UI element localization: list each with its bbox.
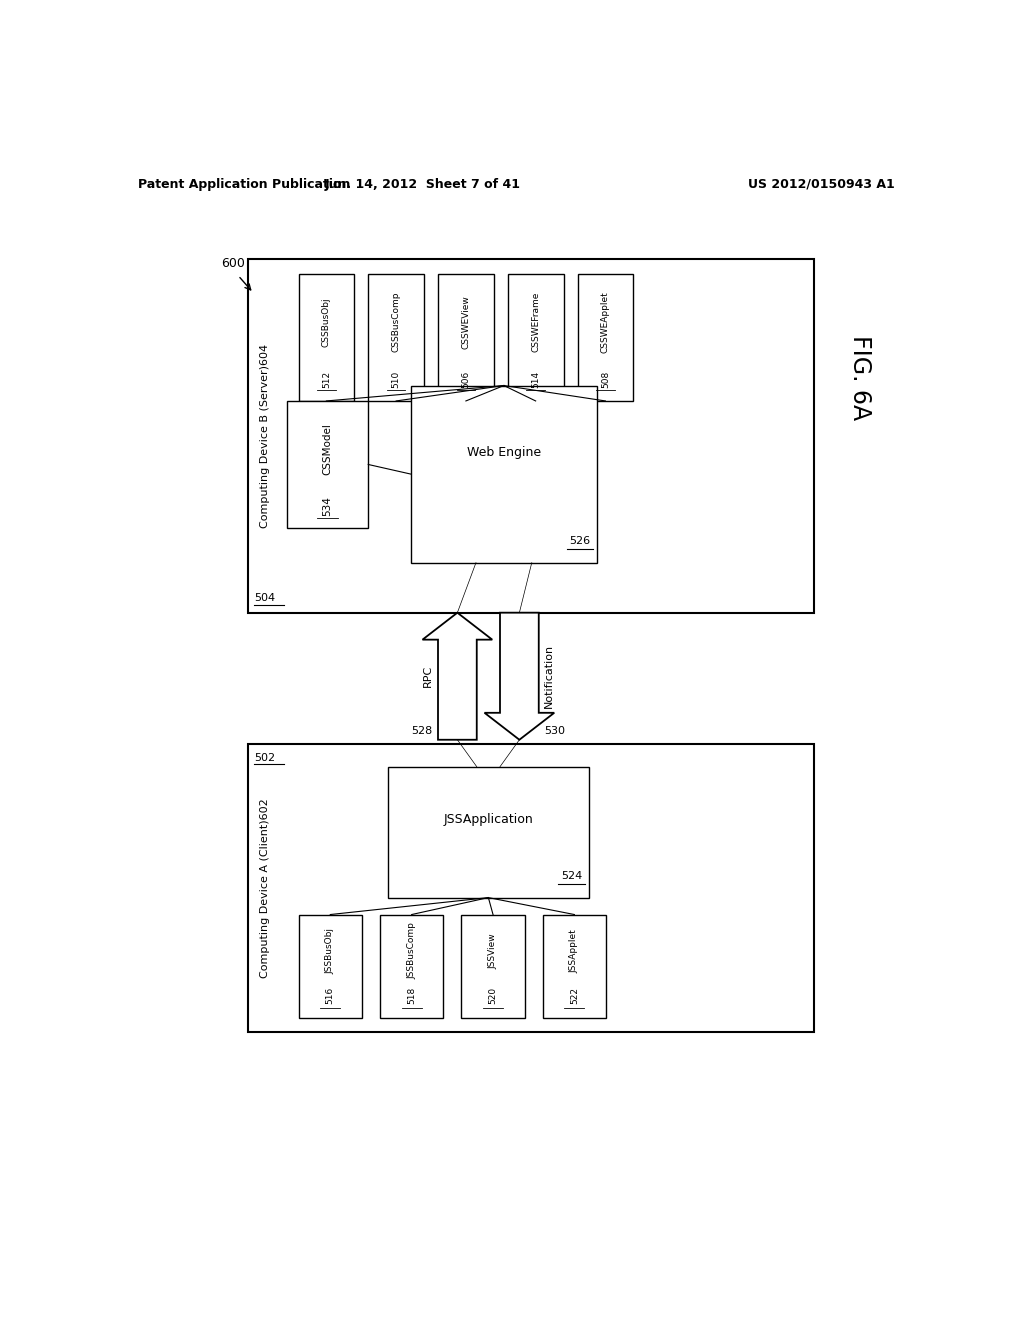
Text: 526: 526 [569,536,591,545]
Text: 528: 528 [412,726,432,737]
Text: 502: 502 [254,752,275,763]
Text: CSSModel: CSSModel [323,424,333,475]
Text: CSSWEView: CSSWEView [462,296,470,348]
Text: 504: 504 [254,594,275,603]
Text: 530: 530 [544,726,565,737]
Bar [299,275,354,401]
Text: CSSWEApplet: CSSWEApplet [601,292,610,352]
Text: Patent Application Publication: Patent Application Publication [138,178,350,190]
Bar [248,259,814,612]
Bar [411,385,597,562]
Bar [248,743,814,1032]
Polygon shape [423,612,493,739]
Text: 516: 516 [326,987,335,1005]
Text: 534: 534 [323,496,333,516]
Text: RPC: RPC [423,665,432,688]
Bar [369,275,424,401]
Text: 514: 514 [531,371,540,388]
Bar [461,915,525,1019]
Text: Computing Device A (Client)602: Computing Device A (Client)602 [260,799,270,978]
Text: CSSBusObj: CSSBusObj [322,297,331,347]
Bar [438,275,494,401]
Bar [380,915,443,1019]
Bar [578,275,633,401]
Text: 508: 508 [601,371,610,388]
Text: 600: 600 [221,257,245,271]
Text: CSSBusComp: CSSBusComp [391,292,400,352]
Text: Jun. 14, 2012  Sheet 7 of 41: Jun. 14, 2012 Sheet 7 of 41 [325,178,520,190]
Text: CSSWEFrame: CSSWEFrame [531,292,540,352]
Text: JSSApplication: JSSApplication [443,813,534,825]
Text: Computing Device B (Server)604: Computing Device B (Server)604 [260,343,270,528]
Bar [287,401,369,528]
Text: 520: 520 [488,987,498,1005]
Text: 522: 522 [570,987,579,1005]
Bar [543,915,606,1019]
Text: 506: 506 [462,371,470,388]
Text: Web Engine: Web Engine [467,446,541,459]
Bar [388,767,589,898]
Text: JSSView: JSSView [488,933,498,969]
Text: FIG. 6A: FIG. 6A [848,335,872,420]
Text: 524: 524 [562,871,583,880]
Text: 518: 518 [408,987,416,1005]
Bar [508,275,563,401]
Text: 510: 510 [391,371,400,388]
Bar [299,915,362,1019]
Polygon shape [484,612,554,739]
Text: 512: 512 [322,371,331,388]
Text: Notification: Notification [544,644,554,709]
Text: JSSApplet: JSSApplet [570,929,579,973]
Text: JSSBusComp: JSSBusComp [408,923,416,979]
Text: US 2012/0150943 A1: US 2012/0150943 A1 [749,178,895,190]
Text: JSSBusObj: JSSBusObj [326,928,335,974]
